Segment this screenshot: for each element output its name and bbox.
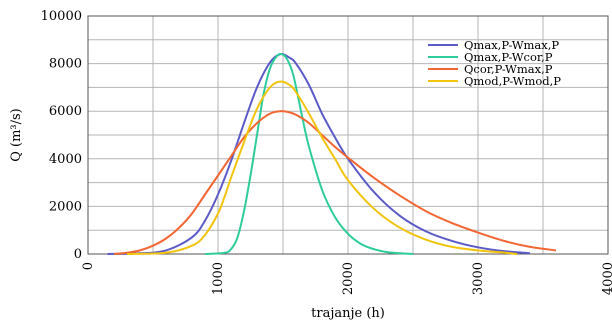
y-tick-label: 6000 (49, 104, 82, 119)
series-line-1 (107, 52, 531, 255)
series-line-4 (126, 80, 518, 255)
grid-lines (88, 16, 608, 254)
x-tick-label: 2000 (341, 262, 356, 295)
y-axis-tick-labels: 0 2000 4000 6000 8000 10000 (41, 9, 82, 262)
y-tick-label: 8000 (49, 57, 82, 72)
series-layer (107, 52, 557, 255)
y-tick-label: 0 (74, 247, 82, 262)
x-axis-label: trajanje (h) (311, 306, 385, 321)
y-tick-label: 2000 (49, 199, 82, 214)
legend-label-3: Qcor,P-Wmax,P (464, 62, 553, 76)
x-tick-label: 1000 (211, 262, 226, 295)
legend-label-2: Qmax,P-Wcor,P (464, 50, 553, 64)
legend: Qmax,P-Wmax,PQmax,P-Wcor,PQcor,P-Wmax,PQ… (428, 38, 561, 88)
x-tick-label: 3000 (471, 262, 486, 295)
plot-area-frame (87, 15, 609, 255)
legend-label-1: Qmax,P-Wmax,P (464, 38, 559, 52)
legend-label-4: Qmod,P-Wmod,P (464, 74, 561, 88)
x-tick-label: 0 (81, 262, 96, 270)
x-axis-tick-labels: 0 1000 2000 3000 4000 (81, 262, 612, 295)
y-axis-label: Q (m³/s) (9, 108, 24, 162)
y-tick-label: 10000 (41, 9, 82, 24)
y-tick-label: 4000 (49, 152, 82, 167)
x-tick-label: 4000 (601, 262, 612, 295)
series-line-2 (204, 52, 414, 255)
series-line-3 (113, 110, 557, 255)
